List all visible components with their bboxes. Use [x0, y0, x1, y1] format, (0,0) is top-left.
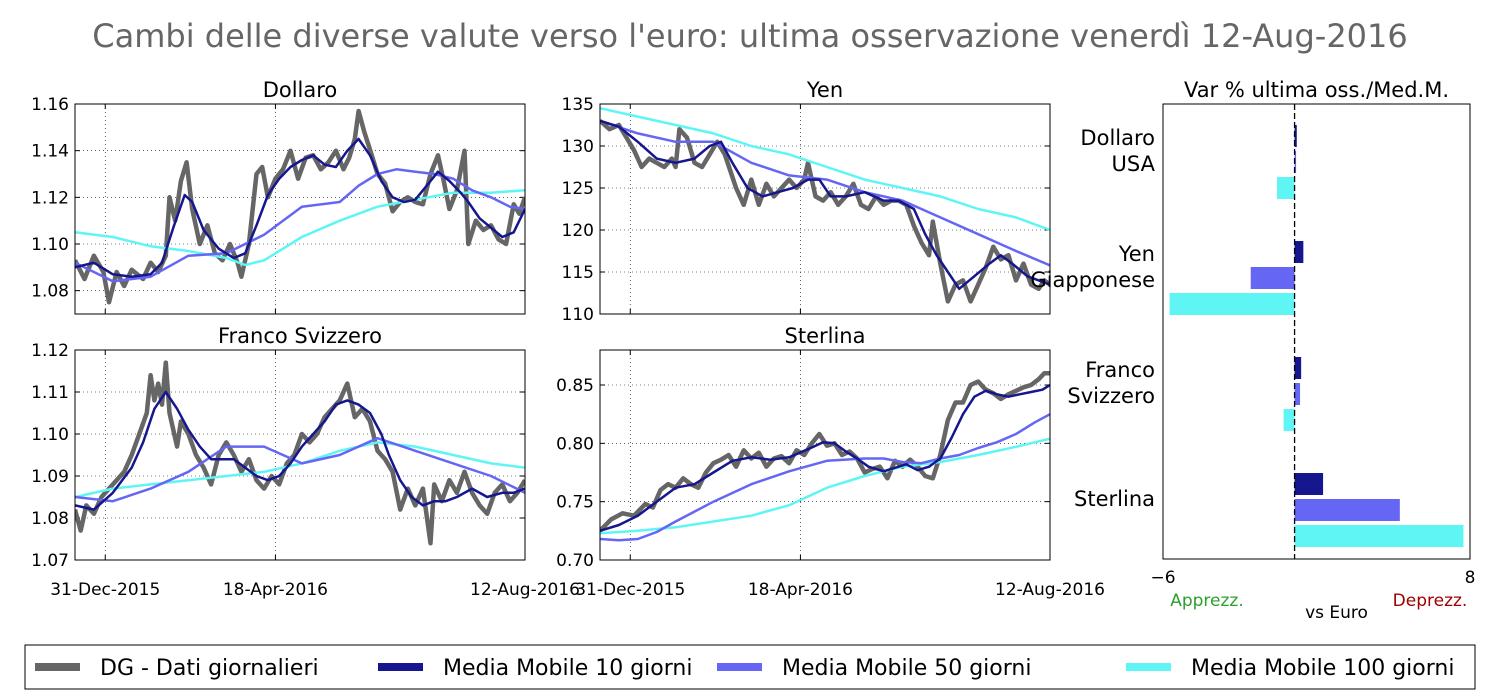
- y-tick-label: 1.07: [31, 551, 69, 571]
- panel-title: Dollaro: [263, 78, 338, 102]
- y-tick-label: 0.80: [556, 434, 594, 454]
- bar-ma10: [1294, 357, 1302, 379]
- panel-franco-svizzero: Franco Svizzero 1.07 1.08 1.09 1.10 1.11 1.12 3…: [31, 324, 580, 600]
- charts-container: Dollaro 1.08 1.10 1.12 1.14 1.16 Yen 110 115 120 1…: [31, 78, 1105, 600]
- apprezz-note: Apprezz.: [1170, 591, 1244, 611]
- x-tick-label: 12-Aug-2016: [995, 580, 1105, 600]
- y-tick-label: 1.12: [31, 188, 69, 208]
- bar-chart-title: Var % ultima oss./Med.M.: [1184, 78, 1449, 102]
- x-tick-label: 31-Dec-2015: [575, 580, 685, 600]
- y-tick-label: 1.08: [31, 282, 69, 302]
- x-tick-label: 18-Apr-2016: [223, 580, 328, 600]
- y-tick-label: 1.08: [31, 509, 69, 529]
- legend-item-daily: DG - Dati giornalieri: [35, 656, 319, 681]
- y-tick-label: 1.10: [31, 425, 69, 445]
- series-line-daily: [600, 119, 1050, 304]
- bar-ma50: [1294, 151, 1297, 173]
- series-line-ma100: [600, 106, 1050, 232]
- y-tick-label: 1.10: [31, 235, 69, 255]
- y-tick-label: 0.85: [556, 376, 594, 396]
- y-tick-label: 120: [562, 221, 594, 241]
- panel-title: Sterlina: [785, 324, 866, 348]
- category-label: Svizzero: [1067, 384, 1155, 408]
- y-tick-label: 1.11: [31, 383, 69, 403]
- bar-ma10: [1294, 473, 1324, 495]
- plot-frame: [74, 349, 526, 561]
- category-label: USA: [1112, 152, 1156, 176]
- y-tick-label: 125: [562, 179, 594, 199]
- legend-item-ma10: Media Mobile 10 giorni: [378, 656, 692, 681]
- y-tick-label: 115: [562, 263, 594, 283]
- bar-ma50: [1250, 267, 1295, 289]
- bar-ma10: [1294, 241, 1304, 263]
- bar-ma50: [1294, 383, 1301, 405]
- panel-yen: Yen 110 115 120 125 130 135: [562, 78, 1051, 325]
- y-tick-label: 1.09: [31, 467, 69, 487]
- bar-ma10: [1294, 125, 1297, 147]
- y-tick-label: 0.75: [556, 493, 594, 513]
- x-tick-label: 31-Dec-2015: [50, 580, 160, 600]
- panel-title: Franco Svizzero: [218, 324, 382, 348]
- series-line-daily: [75, 360, 525, 546]
- main-title: Cambi delle diverse valute verso l'euro:…: [92, 17, 1408, 55]
- series-line-ma50: [75, 168, 525, 283]
- series-line-ma10: [600, 383, 1050, 532]
- panel-dollaro: Dollaro 1.08 1.10 1.12 1.14 1.16: [31, 78, 526, 315]
- legend: DG - Dati giornalieri Media Mobile 10 gio…: [24, 644, 1476, 690]
- y-tick-label: 130: [562, 137, 594, 157]
- series-line-ma100: [600, 437, 1050, 535]
- series-line-daily: [600, 371, 1050, 533]
- x-tick-label: 18-Apr-2016: [748, 580, 853, 600]
- category-label: Yen: [1118, 242, 1155, 266]
- bar-ma100: [1294, 525, 1464, 547]
- y-tick-label: 1.12: [31, 341, 69, 361]
- plot-frame: [74, 103, 526, 315]
- series-group: [75, 360, 525, 546]
- legend-label: Media Mobile 50 giorni: [782, 656, 1031, 681]
- series-line-ma50: [75, 436, 525, 503]
- y-tick-label: 1.14: [31, 142, 69, 162]
- category-label: Dollaro: [1080, 126, 1155, 150]
- deprezz-note: Deprezz.: [1393, 591, 1468, 611]
- plot-frame: [599, 103, 1051, 315]
- category-label: Sterlina: [1074, 487, 1155, 511]
- legend-label: Media Mobile 100 giorni: [1191, 656, 1454, 681]
- x-tick-label: −6: [1150, 568, 1175, 588]
- series-group: [600, 106, 1050, 304]
- bar-ma100: [1277, 177, 1295, 199]
- y-tick-label: 110: [562, 305, 594, 325]
- bar-ma100: [1169, 293, 1295, 315]
- legend-item-ma50: Media Mobile 50 giorni: [717, 656, 1031, 681]
- panel-sterlina: Sterlina 0.70 0.75 0.80 0.85 31-Dec-2015 18-Ap…: [556, 324, 1105, 600]
- x-tick-label: 8: [1465, 568, 1476, 588]
- series-group: [75, 108, 525, 305]
- series-line-ma10: [600, 119, 1050, 291]
- bar-ma50: [1294, 499, 1400, 521]
- series-line-ma50: [600, 119, 1050, 267]
- series-line-ma50: [600, 413, 1050, 542]
- series-line-ma10: [75, 137, 525, 278]
- y-tick-label: 1.16: [31, 95, 69, 115]
- category-label: Giapponese: [1030, 268, 1155, 292]
- legend-item-ma100: Media Mobile 100 giorni: [1126, 656, 1454, 681]
- legend-label: Media Mobile 10 giorni: [443, 656, 692, 681]
- category-label: Franco: [1085, 358, 1155, 382]
- plot-frame: [1162, 103, 1471, 560]
- x-axis-label: vs Euro: [1305, 603, 1368, 623]
- plot-frame: [599, 349, 1051, 561]
- bar-ma100: [1283, 409, 1295, 431]
- panel-title: Yen: [806, 78, 843, 102]
- y-tick-label: 135: [562, 95, 594, 115]
- series-line-ma10: [75, 390, 525, 511]
- legend-label: DG - Dati giornalieri: [100, 656, 319, 681]
- y-tick-label: 0.70: [556, 551, 594, 571]
- x-tick-label: 12-Aug-2016: [470, 580, 580, 600]
- series-group: [600, 371, 1050, 542]
- series-line-ma100: [75, 189, 525, 267]
